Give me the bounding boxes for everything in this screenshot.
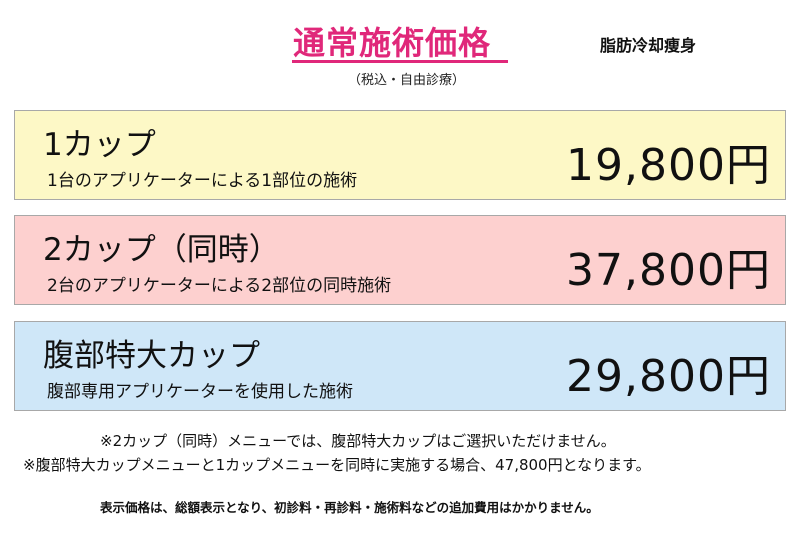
plan-card-abdomen-cup: 腹部特大カップ 腹部専用アプリケーターを使用した施術 29,800円 [14,321,786,411]
treatment-category: 脂肪冷却痩身 [600,36,697,55]
plan-description: 1台のアプリケーターによる1部位の施術 [47,171,358,191]
plan-description: 腹部専用アプリケーターを使用した施術 [47,382,353,402]
plan-name: 2カップ（同時） [43,232,280,268]
plan-name: 1カップ [43,127,156,163]
page-title: 通常施術価格 [293,24,492,62]
plan-price: 37,800円 [566,245,771,296]
tax-note: （税込・自由診療） [348,73,466,88]
plan-description: 2台のアプリケーターによる2部位の同時施術 [47,276,392,296]
plan-card-1cup: 1カップ 1台のアプリケーターによる1部位の施術 19,800円 [14,110,786,200]
note-item: ※2カップ（同時）メニューでは、腹部特大カップはご選択いただけません。 [100,432,616,450]
note-item: ※腹部特大カップメニューと1カップメニューを同時に実施する場合、47,800円と… [23,456,651,474]
price-disclaimer: 表示価格は、総額表示となり、初診料・再診料・施術料などの追加費用はかかりません。 [100,500,599,515]
plan-price: 19,800円 [566,140,771,191]
plan-card-2cup: 2カップ（同時） 2台のアプリケーターによる2部位の同時施術 37,800円 [14,215,786,305]
title-underline [292,60,508,63]
plan-price: 29,800円 [566,351,771,402]
plan-name: 腹部特大カップ [43,338,260,374]
